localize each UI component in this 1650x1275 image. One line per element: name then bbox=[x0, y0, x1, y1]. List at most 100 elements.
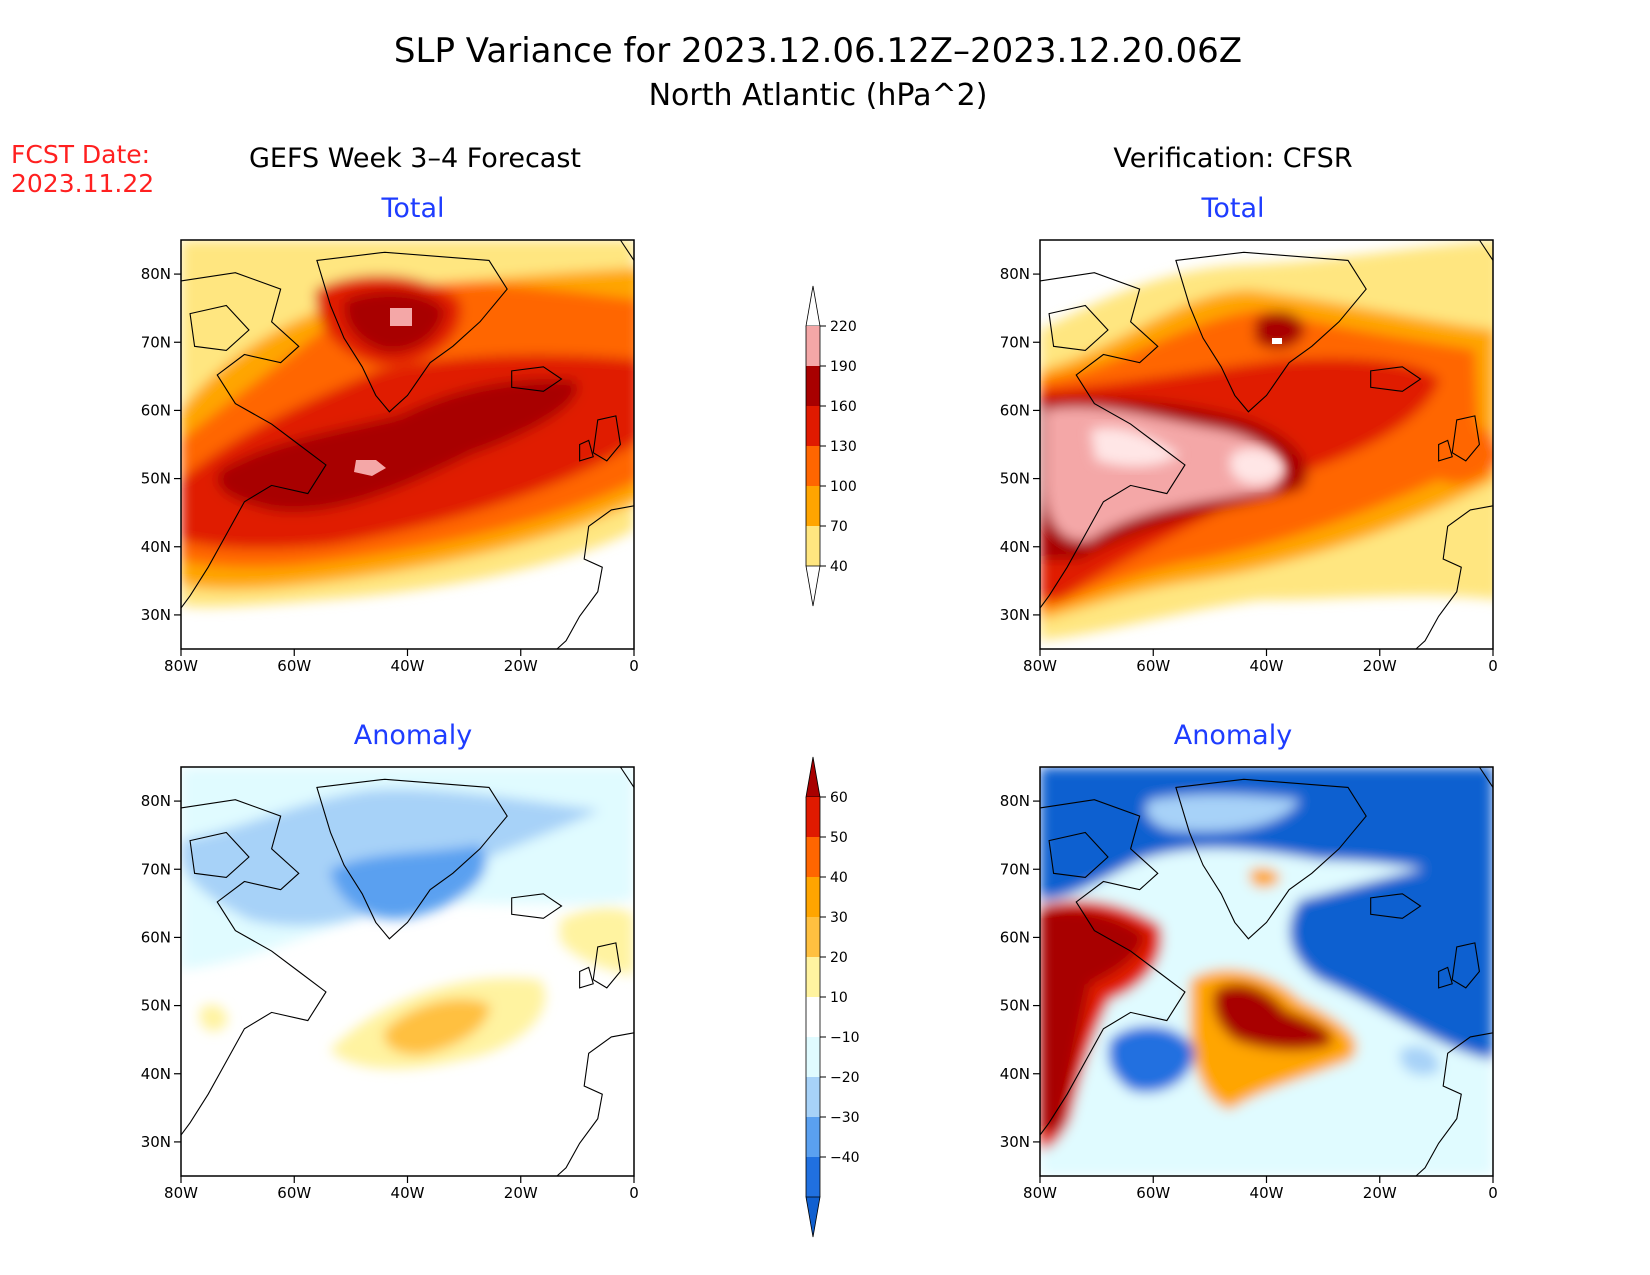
y-tick-label-verification-total: 30N bbox=[1000, 606, 1030, 624]
y-tick-label-verification-total: 80N bbox=[1000, 265, 1030, 283]
colorbar-total: 220 190 160 130 100 70 40 bbox=[805, 285, 857, 607]
colorbar-swatch bbox=[806, 486, 820, 526]
y-tick-label-verification-anomaly: 60N bbox=[1000, 928, 1030, 946]
map-verification-total bbox=[1040, 240, 1493, 649]
colorbar-swatch bbox=[806, 1037, 820, 1077]
y-tick-label-forecast-total: 70N bbox=[141, 333, 171, 351]
colorbar-swatch bbox=[805, 285, 821, 327]
x-tick-label-verification-total: 40W bbox=[1250, 657, 1284, 675]
x-tick-label-verification-anomaly: 80W bbox=[1023, 1184, 1057, 1202]
x-tick-label-forecast-total: 40W bbox=[391, 657, 425, 675]
coastline-overlay bbox=[181, 240, 1493, 1176]
y-tick-label-forecast-anomaly: 30N bbox=[141, 1133, 171, 1151]
fcst-date-label: FCST Date: bbox=[11, 140, 150, 169]
y-tick-label-forecast-total: 40N bbox=[141, 538, 171, 556]
colorbar-label: −10 bbox=[830, 1030, 860, 1046]
colorbar-swatch bbox=[805, 1196, 821, 1238]
x-tick-label-verification-anomaly: 40W bbox=[1250, 1184, 1284, 1202]
x-tick-label-forecast-anomaly: 80W bbox=[164, 1184, 198, 1202]
coastline-forecast-total bbox=[181, 240, 634, 649]
colorbar-swatch bbox=[806, 997, 820, 1037]
x-tick-label-verification-total: 0 bbox=[1488, 657, 1498, 675]
colorbar-swatch bbox=[806, 326, 820, 366]
colorbar-swatch bbox=[805, 756, 821, 798]
colorbar-label: 20 bbox=[830, 950, 848, 966]
x-tick-label-forecast-anomaly: 60W bbox=[277, 1184, 311, 1202]
y-tick-label-verification-anomaly: 70N bbox=[1000, 860, 1030, 878]
y-tick-label-verification-total: 40N bbox=[1000, 538, 1030, 556]
panel-title-verification-total: Total bbox=[1200, 193, 1264, 224]
colorbar-swatch bbox=[806, 917, 820, 957]
coastline-verification-total bbox=[1040, 240, 1493, 649]
map-forecast-anomaly bbox=[181, 767, 634, 1176]
y-tick-label-forecast-anomaly: 50N bbox=[141, 997, 171, 1015]
panel-title-verification-anomaly: Anomaly bbox=[1174, 720, 1292, 751]
x-tick-label-forecast-total: 80W bbox=[164, 657, 198, 675]
colorbar-label: −20 bbox=[830, 1070, 860, 1086]
y-tick-label-verification-anomaly: 30N bbox=[1000, 1133, 1030, 1151]
y-tick-label-verification-total: 50N bbox=[1000, 470, 1030, 488]
x-tick-label-forecast-anomaly: 40W bbox=[391, 1184, 425, 1202]
x-tick-label-verification-total: 60W bbox=[1136, 657, 1170, 675]
colorbar-anomaly: 60 50 40 30 20 10 −10 −20 −30 −40 bbox=[805, 756, 860, 1238]
colorbar-swatch bbox=[806, 1077, 820, 1117]
y-tick-label-verification-total: 70N bbox=[1000, 333, 1030, 351]
colorbar-label: 160 bbox=[830, 399, 857, 415]
colorbar-label: 130 bbox=[830, 439, 857, 455]
y-tick-label-forecast-total: 60N bbox=[141, 401, 171, 419]
colorbar-label: 40 bbox=[830, 559, 848, 575]
x-tick-label-forecast-anomaly: 20W bbox=[504, 1184, 538, 1202]
colorbar-label: 10 bbox=[830, 990, 848, 1006]
y-tick-label-forecast-anomaly: 40N bbox=[141, 1065, 171, 1083]
y-tick-label-forecast-total: 50N bbox=[141, 470, 171, 488]
colorbar-label: 100 bbox=[830, 479, 857, 495]
y-tick-label-forecast-anomaly: 60N bbox=[141, 928, 171, 946]
colorbar-swatch bbox=[806, 1117, 820, 1157]
colorbar-label: −40 bbox=[830, 1150, 860, 1166]
x-tick-label-verification-anomaly: 0 bbox=[1488, 1184, 1498, 1202]
x-tick-label-verification-anomaly: 20W bbox=[1363, 1184, 1397, 1202]
y-tick-label-forecast-anomaly: 70N bbox=[141, 860, 171, 878]
x-tick-label-forecast-total: 0 bbox=[629, 657, 639, 675]
colorbar-swatch bbox=[806, 446, 820, 486]
map-verification-anomaly bbox=[1040, 767, 1493, 1176]
colorbar-label: 40 bbox=[830, 870, 848, 886]
colorbar-swatch bbox=[806, 957, 820, 997]
coastline-forecast-anomaly bbox=[181, 767, 634, 1176]
colorbar-label: 70 bbox=[830, 519, 848, 535]
colorbar-label: 60 bbox=[830, 790, 848, 806]
x-tick-label-forecast-total: 20W bbox=[504, 657, 538, 675]
x-tick-label-forecast-total: 60W bbox=[277, 657, 311, 675]
panel-title-forecast-anomaly: Anomaly bbox=[354, 720, 472, 751]
colorbar-label: 220 bbox=[830, 319, 857, 335]
coastline-verification-anomaly bbox=[1040, 767, 1493, 1176]
colorbar-swatch bbox=[806, 406, 820, 446]
map-forecast-total bbox=[181, 240, 634, 649]
x-tick-label-verification-total: 20W bbox=[1363, 657, 1397, 675]
colorbar-swatch bbox=[806, 877, 820, 917]
x-tick-label-verification-total: 80W bbox=[1023, 657, 1057, 675]
column-title-forecast: GEFS Week 3–4 Forecast bbox=[249, 143, 581, 174]
colorbar-swatch bbox=[806, 526, 820, 566]
x-tick-label-verification-anomaly: 60W bbox=[1136, 1184, 1170, 1202]
panel-title-forecast-total: Total bbox=[380, 193, 444, 224]
colorbar-swatch bbox=[806, 797, 820, 837]
y-tick-label-verification-anomaly: 50N bbox=[1000, 997, 1030, 1015]
colorbar-swatch bbox=[806, 1157, 820, 1197]
y-tick-label-verification-total: 60N bbox=[1000, 401, 1030, 419]
y-tick-label-verification-anomaly: 40N bbox=[1000, 1065, 1030, 1083]
map-axes: 80W 60W 40W 20W 0 80N 70N 60N 50N 40N 30N 80W 60W 40W… bbox=[141, 239, 1498, 1202]
x-tick-label-forecast-anomaly: 0 bbox=[629, 1184, 639, 1202]
colorbar-label: 190 bbox=[830, 359, 857, 375]
main-title: SLP Variance for 2023.12.06.12Z–2023.12.… bbox=[394, 31, 1242, 71]
main-subtitle: North Atlantic (hPa^2) bbox=[649, 78, 988, 113]
column-title-verification: Verification: CFSR bbox=[1113, 143, 1352, 174]
colorbar-label: 30 bbox=[830, 910, 848, 926]
y-tick-label-forecast-anomaly: 80N bbox=[141, 792, 171, 810]
colorbar-label: −30 bbox=[830, 1110, 860, 1126]
colorbar-swatch bbox=[806, 366, 820, 406]
colorbar-label: 50 bbox=[830, 830, 848, 846]
y-tick-label-forecast-total: 30N bbox=[141, 606, 171, 624]
y-tick-label-forecast-total: 80N bbox=[141, 265, 171, 283]
